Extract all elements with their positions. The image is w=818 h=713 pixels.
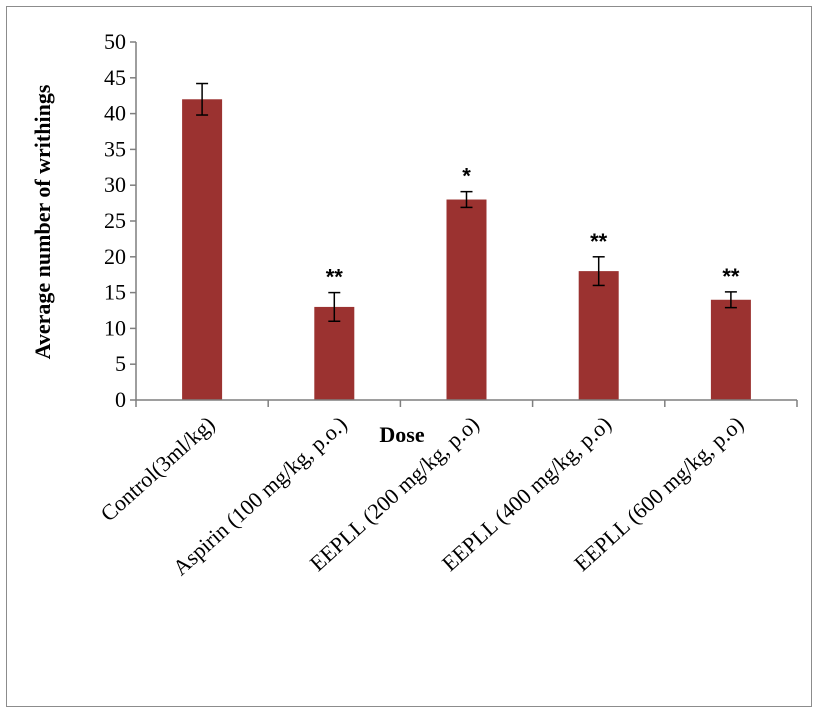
bar	[710, 299, 751, 400]
bar	[314, 306, 355, 400]
significance-labels-group: *******	[326, 164, 740, 290]
y-tick-label: 20	[104, 244, 126, 269]
bar	[446, 199, 487, 400]
y-tick-label: 5	[115, 351, 126, 376]
y-tick-label: 25	[104, 208, 126, 233]
y-tick-label: 50	[104, 29, 126, 54]
y-tick-label: 45	[104, 65, 126, 90]
y-axis-ticks: 0 5 10 15 20 25 30 35 40 45 50	[104, 29, 136, 412]
y-tick-label: 0	[115, 387, 126, 412]
bar	[182, 99, 223, 400]
bars-group	[182, 99, 751, 400]
y-axis-title: Average number of writhings	[30, 84, 55, 359]
x-axis-title: Dose	[379, 422, 424, 447]
y-tick-label: 30	[104, 172, 126, 197]
y-tick-label: 15	[104, 280, 126, 305]
y-tick-label: 10	[104, 315, 126, 340]
chart-frame	[6, 6, 812, 707]
y-tick-label: 40	[104, 101, 126, 126]
significance-label: **	[722, 264, 740, 289]
error-bars-group	[196, 82, 737, 322]
y-tick-label: 35	[104, 136, 126, 161]
axes-group	[135, 42, 798, 407]
significance-label: **	[326, 265, 344, 290]
x-category-label: Control(3ml/kg)	[96, 411, 220, 526]
significance-label: **	[590, 229, 608, 254]
bar	[578, 271, 619, 400]
significance-label: *	[462, 164, 471, 189]
